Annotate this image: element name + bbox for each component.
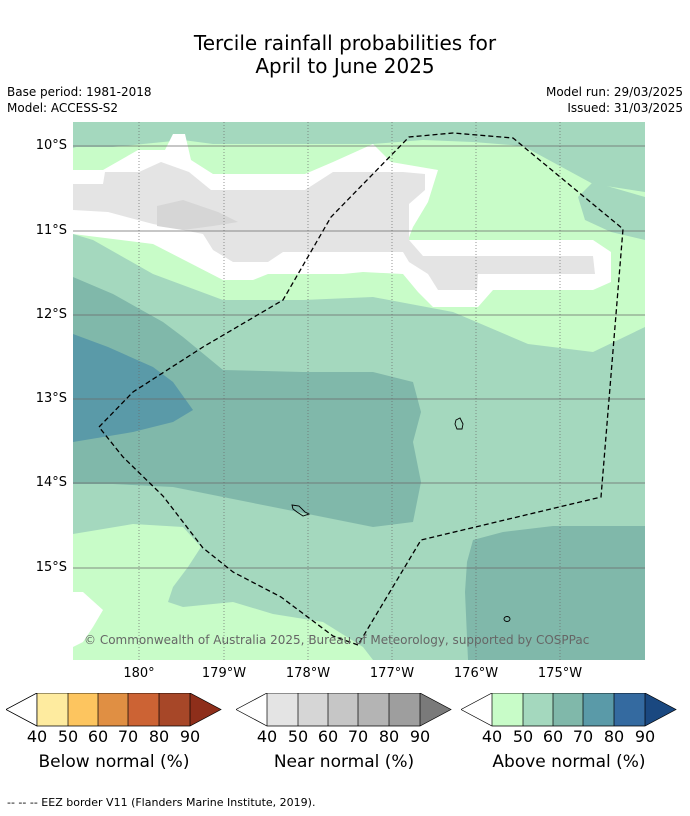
- region-above-40-south: [73, 524, 373, 660]
- cbar-above-tick-60: 60: [542, 727, 564, 746]
- lat-label-13s: 13°S: [35, 391, 67, 406]
- region-above-70: [73, 334, 193, 442]
- lon-label-178w: 178°W: [285, 666, 331, 681]
- cbar-below-swatch-2: [68, 693, 98, 726]
- region-above-60: [73, 277, 421, 527]
- lat-label-15s: 15°S: [35, 560, 67, 575]
- cbar-below-tick-90: 90: [179, 727, 201, 746]
- lon-label-175w: 175°W: [537, 666, 583, 681]
- region-near-40-north: [73, 162, 595, 290]
- cbar-below-swatch-1: [37, 693, 68, 726]
- cbar-below-tick-50: 50: [57, 727, 79, 746]
- model-name: Model: ACCESS-S2: [7, 101, 119, 115]
- cbar-near-swatch-5: [389, 693, 420, 726]
- cbar-below-tick-40: 40: [26, 727, 48, 746]
- region-above-50-east: [578, 182, 645, 240]
- lon-label-180: 180°: [123, 666, 155, 681]
- region-near-50-spot: [157, 200, 238, 230]
- cbar-below-tick-80: 80: [148, 727, 170, 746]
- title-line-1: Tercile rainfall probabilities for: [193, 31, 497, 55]
- eez-border: [98, 132, 624, 646]
- colorbar-near: [236, 693, 452, 727]
- meta-right: Model run: 29/03/2025 Issued: 31/03/2025: [546, 84, 683, 116]
- cbar-near-tick-50: 50: [287, 727, 309, 746]
- base-period: Base period: 1981-2018: [7, 85, 152, 99]
- cbar-near-tick-60: 60: [317, 727, 339, 746]
- lat-label-11s: 11°S: [35, 223, 67, 238]
- island-central: [291, 504, 311, 517]
- lat-label-14s: 14°S: [35, 475, 67, 490]
- cbar-near-swatch-3: [328, 693, 358, 726]
- region-above-50-corner: [73, 122, 133, 148]
- cbar-above-swatch-3: [553, 693, 583, 726]
- cbar-above-tick-50: 50: [512, 727, 534, 746]
- meta-left: Base period: 1981-2018 Model: ACCESS-S2: [7, 84, 152, 116]
- eez-footnote: -- -- -- EEZ border V11 (Flanders Marine…: [7, 796, 316, 809]
- cbar-above-swatch-5: [614, 693, 645, 726]
- cbar-below-swatch-3: [98, 693, 128, 726]
- cbar-below-tick-70: 70: [117, 727, 139, 746]
- model-run: Model run: 29/03/2025: [545, 85, 683, 99]
- probability-map: [73, 122, 645, 660]
- lat-label-12s: 12°S: [35, 307, 67, 322]
- cbar-near-swatch-4: [358, 693, 389, 726]
- cbar-above-tick-80: 80: [603, 727, 625, 746]
- cbar-below-swatch-5: [159, 693, 190, 726]
- region-above-60-southeast: [465, 526, 645, 660]
- map-title: Tercile rainfall probabilities for April…: [0, 32, 690, 78]
- region-above-50-top-right: [423, 122, 645, 144]
- colorbar-near-caption: Near normal (%): [273, 752, 415, 772]
- lon-label-177w: 177°W: [369, 666, 415, 681]
- cbar-below-over: [190, 693, 221, 726]
- cbar-above-tick-40: 40: [481, 727, 503, 746]
- graticule: [73, 122, 645, 660]
- cbar-below-swatch-4: [128, 693, 159, 726]
- lat-label-10s: 10°S: [35, 138, 67, 153]
- issued-date: Issued: 31/03/2025: [567, 101, 683, 115]
- island-southeast: [503, 616, 511, 622]
- lon-label-176w: 176°W: [453, 666, 499, 681]
- cbar-near-swatch-1: [267, 693, 298, 726]
- colorbar-above-caption: Above normal (%): [492, 752, 646, 772]
- island-east: [454, 417, 464, 430]
- cbar-above-tick-90: 90: [634, 727, 656, 746]
- cbar-above-tick-70: 70: [572, 727, 594, 746]
- cbar-near-tick-90: 90: [409, 727, 431, 746]
- lon-label-179w: 179°W: [201, 666, 247, 681]
- cbar-near-tick-80: 80: [378, 727, 400, 746]
- cbar-below-under: [6, 693, 38, 727]
- cbar-below-tick-60: 60: [87, 727, 109, 746]
- colorbar-above: [461, 693, 677, 727]
- map-credit: © Commonwealth of Australia 2025, Bureau…: [84, 633, 590, 647]
- region-no-dominant-south: [73, 592, 103, 647]
- cbar-near-tick-70: 70: [347, 727, 369, 746]
- colorbar-below-caption: Below normal (%): [38, 752, 190, 772]
- colorbar-below: [6, 693, 222, 727]
- cbar-above-swatch-2: [523, 693, 553, 726]
- cbar-near-tick-40: 40: [256, 727, 278, 746]
- cbar-above-swatch-1: [492, 693, 523, 726]
- cbar-near-swatch-2: [298, 693, 328, 726]
- title-line-2: April to June 2025: [255, 54, 435, 78]
- cbar-above-swatch-4: [583, 693, 614, 726]
